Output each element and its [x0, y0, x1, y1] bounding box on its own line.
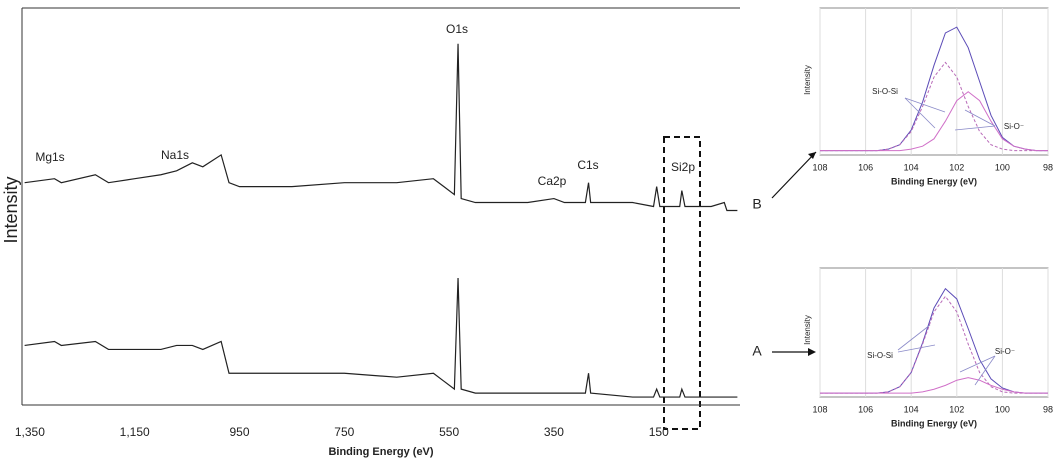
y-axis-label: Intensity — [803, 65, 812, 95]
series-line — [820, 91, 1048, 152]
series-label: B — [752, 196, 761, 212]
x-tick-label: 108 — [812, 404, 827, 414]
x-tick-label: 106 — [858, 404, 873, 414]
leader-line — [897, 344, 936, 353]
annotation: Ca2p — [538, 174, 567, 188]
leader-line — [954, 125, 996, 131]
x-tick-label: 98 — [1043, 404, 1053, 414]
annotation: Si-O-Si — [867, 351, 893, 360]
arrow-head — [808, 348, 816, 356]
x-tick-label: 150 — [649, 425, 669, 439]
x-tick-label: 550 — [439, 425, 459, 439]
x-tick-label: 102 — [949, 162, 964, 172]
annotation: Si2p — [671, 160, 695, 174]
x-axis-label: Binding Energy (eV) — [328, 446, 433, 458]
leader-line — [897, 324, 931, 351]
annotation: Si-O-Si — [872, 87, 898, 96]
annotation: O1s — [446, 22, 468, 36]
series-line — [24, 277, 738, 398]
x-tick-label: 350 — [544, 425, 564, 439]
x-tick-label: 108 — [812, 162, 827, 172]
y-axis-label: Intensity — [803, 315, 812, 345]
annotation: Na1s — [161, 148, 189, 162]
x-axis-label: Binding Energy (eV) — [891, 176, 977, 186]
leader-line — [964, 109, 996, 127]
x-tick-label: 1,350 — [15, 425, 45, 439]
series-line — [820, 377, 1048, 394]
x-tick-label: 102 — [949, 404, 964, 414]
series-line — [24, 43, 738, 212]
x-tick-label: 104 — [904, 404, 919, 414]
series-line — [820, 61, 1048, 152]
series-line — [820, 26, 1048, 152]
leader-line — [974, 355, 996, 386]
annotation: Si-O⁻ — [1004, 122, 1024, 131]
x-tick-label: 104 — [904, 162, 919, 172]
series-label: A — [752, 343, 762, 359]
leader-line — [904, 97, 936, 129]
x-tick-label: 100 — [995, 162, 1010, 172]
annotation: Mg1s — [35, 150, 64, 164]
annotation: C1s — [577, 158, 598, 172]
y-axis-label: Intensity — [1, 176, 21, 243]
x-tick-label: 1,150 — [120, 425, 150, 439]
arrow-head — [808, 152, 816, 159]
leader-line — [904, 97, 946, 113]
x-tick-label: 98 — [1043, 162, 1053, 172]
x-tick-label: 750 — [334, 425, 354, 439]
annotation: Si-O⁻ — [995, 347, 1015, 356]
x-tick-label: 106 — [858, 162, 873, 172]
arrow — [771, 151, 817, 199]
series-line — [820, 295, 1048, 394]
series-line — [820, 287, 1048, 394]
plot-frame — [819, 7, 1049, 156]
plot-frame — [819, 267, 1049, 398]
highlight-box — [663, 136, 701, 430]
x-tick-label: 100 — [995, 404, 1010, 414]
x-axis-label: Binding Energy (eV) — [891, 418, 977, 428]
leader-line — [959, 355, 996, 373]
x-tick-label: 950 — [229, 425, 249, 439]
